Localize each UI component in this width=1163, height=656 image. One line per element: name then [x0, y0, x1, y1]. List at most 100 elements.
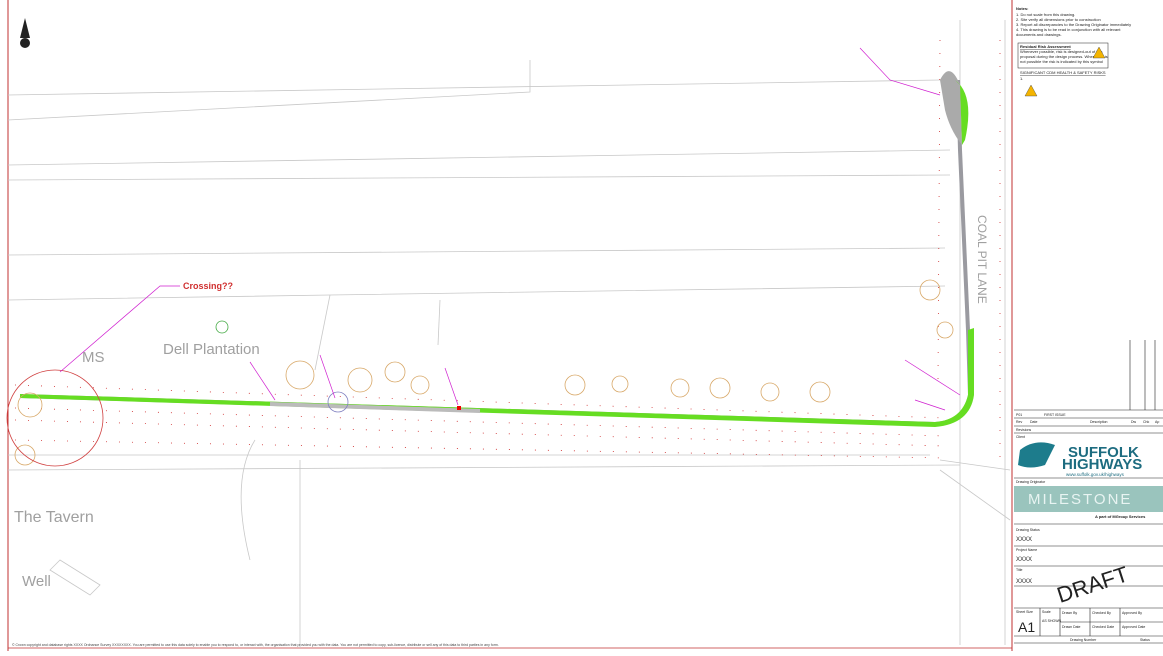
- note: 1. Do not scale from this drawing.: [1016, 12, 1075, 17]
- field-line: [7, 285, 946, 301]
- note: documents and drawings.: [1016, 32, 1062, 37]
- risk-heading: Residual Risk Assessment: [1020, 44, 1071, 49]
- block-value: A1: [1018, 619, 1035, 635]
- footway-existing: [269, 402, 481, 413]
- island: [940, 71, 962, 145]
- risk-significant: SIGNIFICANT CDM HEALTH & SAFETY RISKS: [1020, 70, 1106, 75]
- crossing-circle: [327, 391, 349, 413]
- risk-box: [1017, 42, 1109, 69]
- revision-header: Rev: [1016, 420, 1022, 424]
- kerbs: [14, 39, 1001, 460]
- leader: [904, 359, 961, 396]
- block-value: XXXX: [1016, 557, 1032, 563]
- block-label: Client: [1016, 435, 1025, 439]
- block-value: AS SHOWN: [1042, 619, 1062, 623]
- revision-header: Description: [1090, 420, 1108, 424]
- tree: [936, 321, 954, 339]
- block-label: Title: [1016, 568, 1023, 572]
- risk-text: not possible the risk is indicated by th…: [1020, 59, 1103, 64]
- leader: [319, 354, 336, 399]
- tree-symbol: [215, 320, 229, 334]
- block-lines: [1014, 340, 1163, 644]
- block-label: Status: [1140, 638, 1150, 642]
- leaders: [59, 47, 961, 411]
- tree: [347, 367, 373, 393]
- field-line: [7, 79, 941, 96]
- field-line: [939, 459, 1011, 471]
- suffolk-logo: [1018, 442, 1055, 468]
- brand: SUFFOLK: [1068, 444, 1139, 461]
- block-label: Approved Date: [1122, 625, 1145, 629]
- note: 2. Site verify all dimensions prior to c…: [1016, 17, 1101, 22]
- place-label: The Tavern: [14, 509, 94, 526]
- block-label: Scale: [1042, 610, 1051, 614]
- block-label: Checked Date: [1092, 625, 1114, 629]
- block-label: Drawn By: [1062, 611, 1077, 615]
- leader: [444, 367, 459, 406]
- revision-header: Date: [1030, 420, 1037, 424]
- block-label: Drawing Originator: [1016, 480, 1046, 484]
- title-block: Notes: 1. Do not scale from this drawing…: [1014, 6, 1163, 644]
- block-label: Revisions: [1016, 428, 1031, 432]
- revision-cell: FIRST ISSUE: [1044, 413, 1066, 417]
- tree: [564, 374, 586, 396]
- brand: HIGHWAYS: [1062, 456, 1142, 473]
- crossing-circle: [6, 369, 104, 467]
- field-line: [7, 149, 951, 166]
- field-line: [314, 294, 331, 371]
- leader: [859, 47, 941, 96]
- block-value: XXXX: [1016, 579, 1032, 585]
- draft-stamp: DRAFT: [1054, 561, 1131, 607]
- block-value: XXXX: [1016, 537, 1032, 543]
- block-label: Drawing Number: [1070, 638, 1097, 642]
- note: 4. This drawing is to be read in conjunc…: [1016, 27, 1121, 32]
- milestone-logo: [1014, 486, 1163, 512]
- footway-proposed: [20, 328, 974, 427]
- tree: [919, 279, 941, 301]
- tree: [760, 382, 780, 402]
- tree: [709, 377, 731, 399]
- block-label: Checked By: [1092, 611, 1111, 615]
- kerb: [937, 39, 941, 381]
- brand: MILESTONE: [1028, 491, 1132, 508]
- annotation: Crossing??: [183, 281, 233, 291]
- tree: [670, 378, 690, 398]
- field-line: [939, 469, 1011, 521]
- carriageway: [19, 79, 973, 427]
- north-arrow: [20, 38, 30, 48]
- tree: [17, 392, 43, 418]
- revision-header: Dw: [1131, 420, 1137, 424]
- trees: [14, 279, 954, 466]
- building: [49, 559, 101, 596]
- block-label: Sheet Size: [1016, 610, 1033, 614]
- kerb: [14, 419, 946, 447]
- block-label: Project Name: [1016, 548, 1037, 552]
- field-line: [7, 247, 946, 256]
- tree: [410, 375, 430, 395]
- footway-proposed: [955, 80, 969, 145]
- revision-cell: P01: [1016, 413, 1022, 417]
- marker: [457, 406, 461, 410]
- revision-header: Chk: [1143, 420, 1149, 424]
- risk-text: proposal during the design process. Wher…: [1020, 54, 1108, 59]
- risk-text: Whenever possible, risk is designed-out …: [1020, 49, 1102, 54]
- field-lines: [7, 20, 1011, 648]
- block-label: Drawing Status: [1016, 528, 1040, 532]
- road-label: COAL PIT LANE: [975, 215, 989, 304]
- block-label: Approved By: [1122, 611, 1142, 615]
- copyright: © Crown copyright and database rights XX…: [12, 643, 499, 647]
- tree: [611, 375, 629, 393]
- block-label: Drawn Date: [1062, 625, 1081, 629]
- leader: [249, 361, 276, 401]
- warning-icon: [1024, 84, 1038, 97]
- north-arrow: [20, 18, 30, 38]
- warning-icon: [1092, 46, 1106, 59]
- notes-heading: Notes:: [1016, 6, 1028, 11]
- risk-item: 1.: [1020, 76, 1023, 81]
- tree: [384, 361, 406, 383]
- brand-url: www.suffolk.gov.uk/highways: [1066, 472, 1125, 477]
- note: 3. Report all discrepancies to the Drawi…: [1016, 22, 1131, 27]
- place-label: Dell Plantation: [163, 341, 260, 358]
